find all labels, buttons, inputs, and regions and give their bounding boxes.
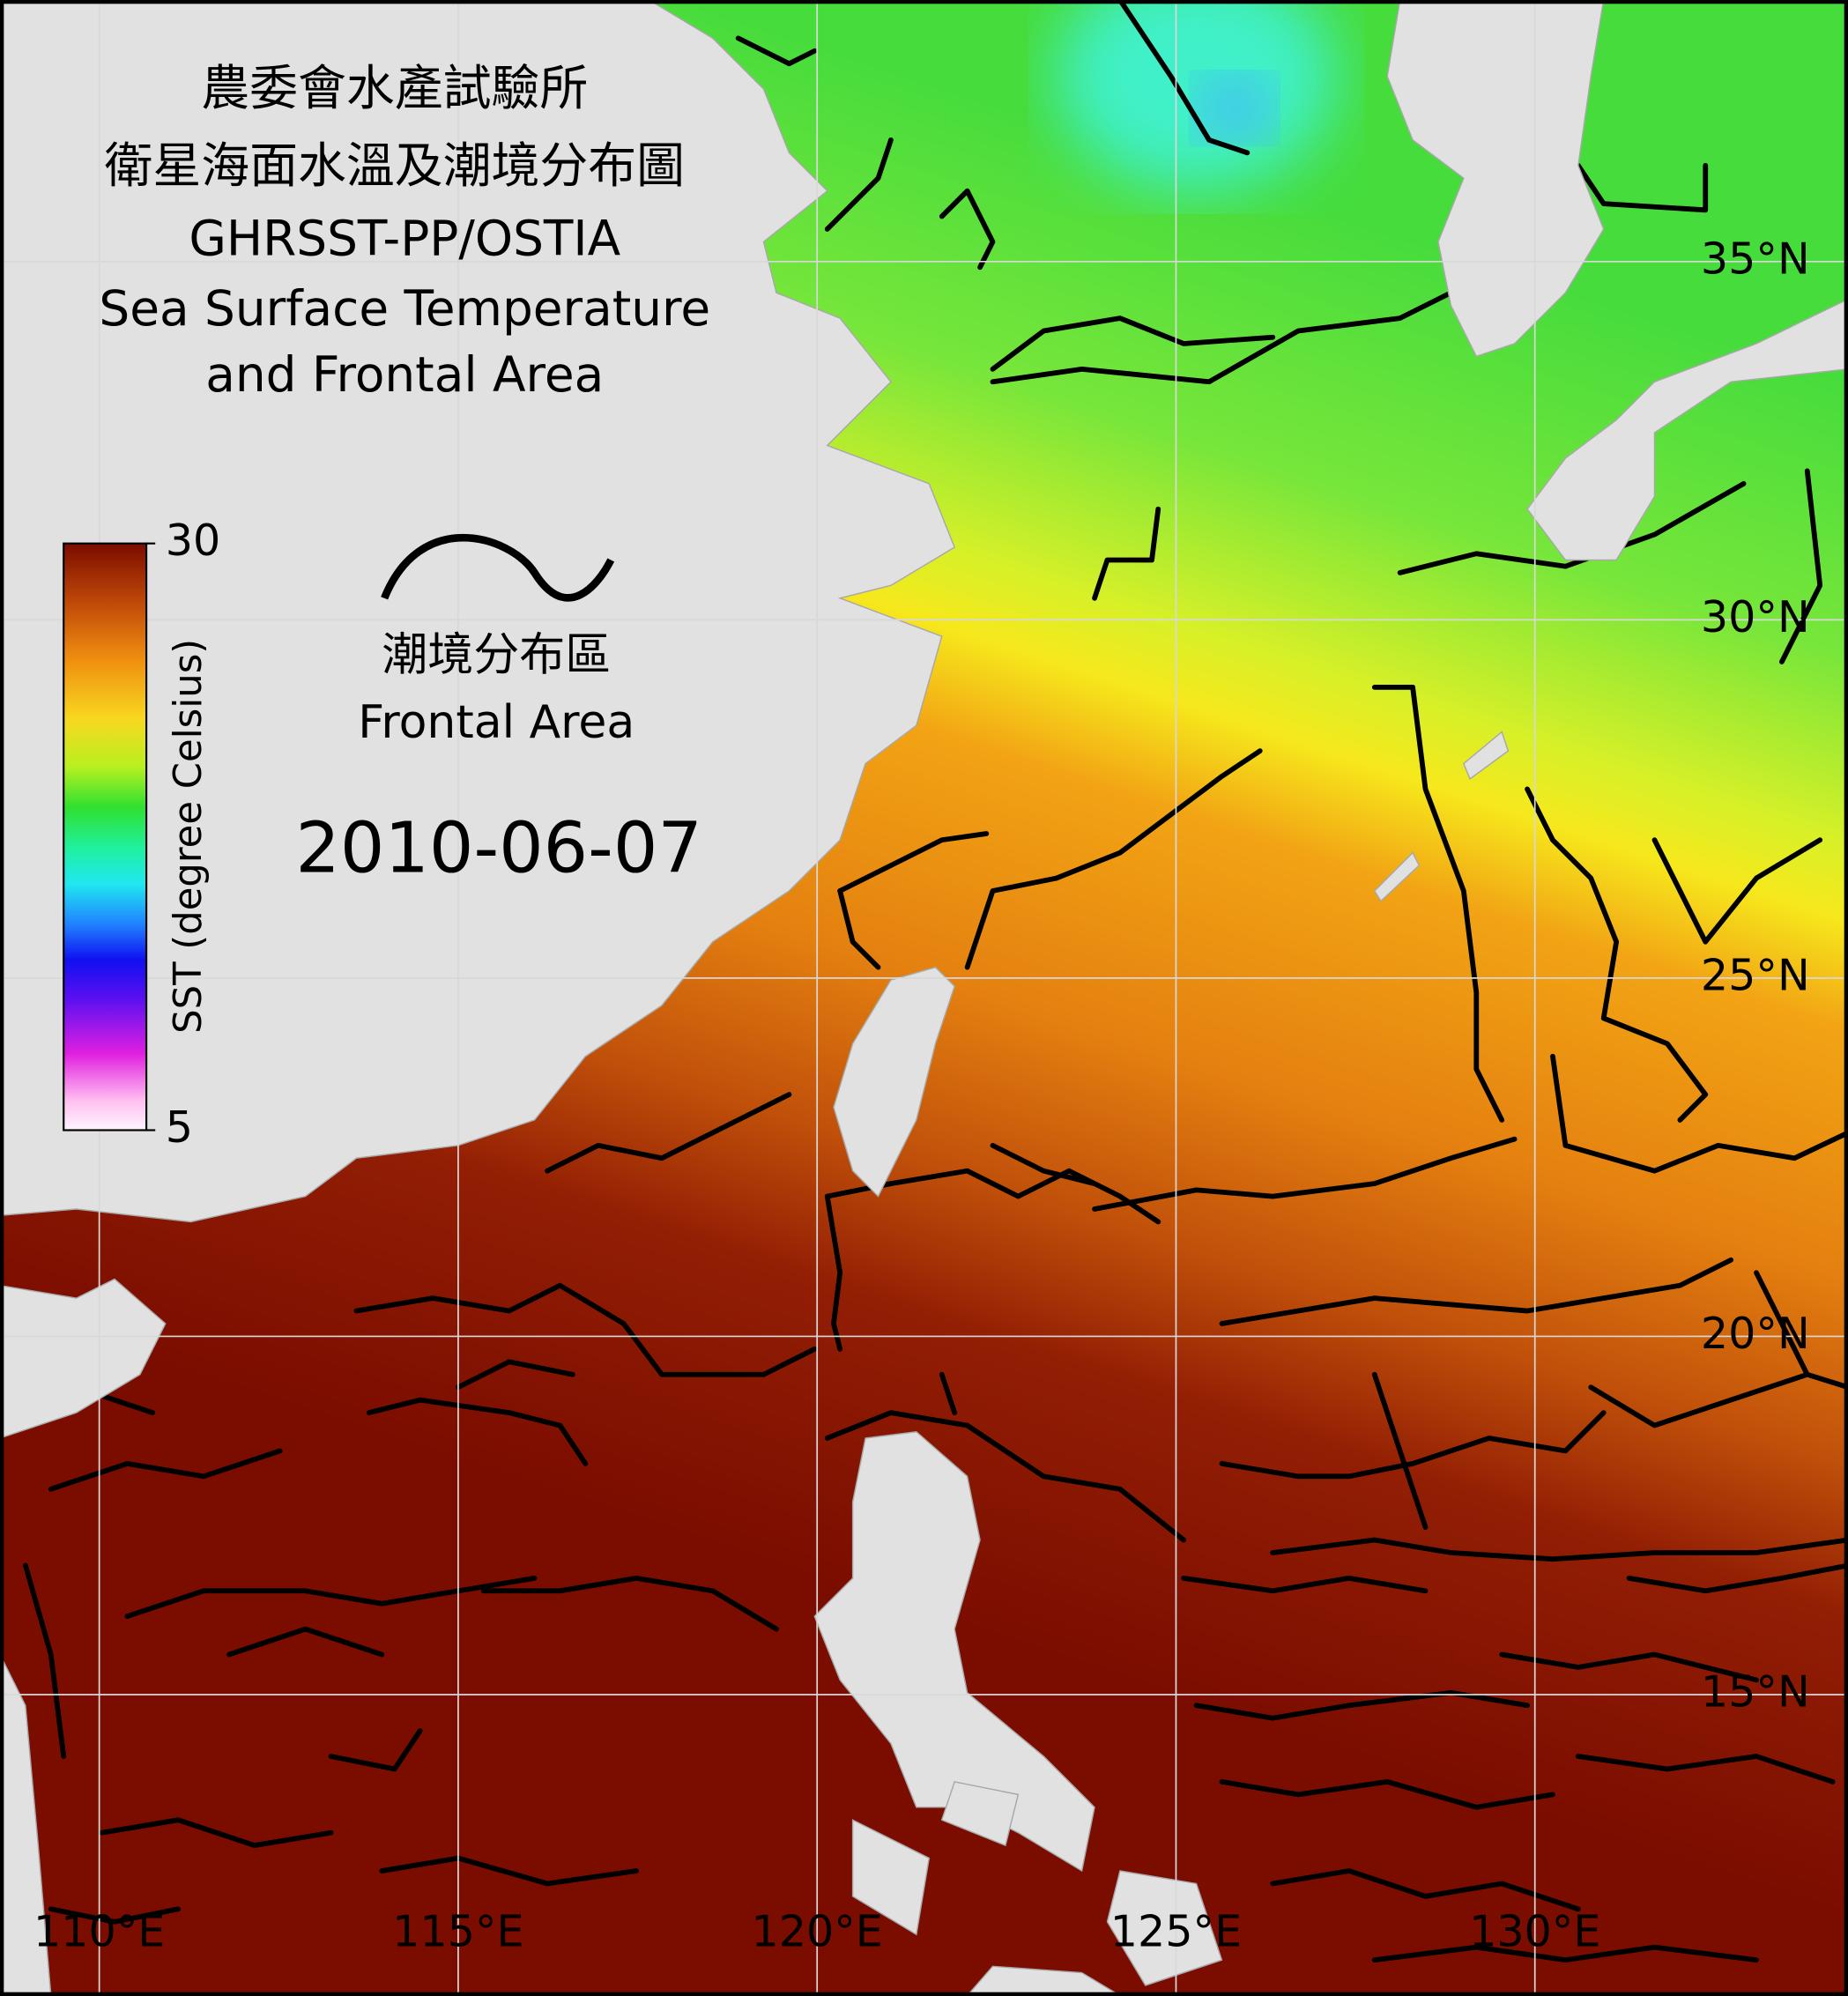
lat-label: 35°N <box>1701 233 1810 284</box>
title-block: 農委會水產試驗所 衛星海面水溫及潮境分布圖 GHRSST-PP/OSTIA Se… <box>99 60 710 403</box>
lat-label: 25°N <box>1701 949 1810 1000</box>
cool-water <box>1056 0 1337 191</box>
legend-label: Frontal Area <box>358 696 635 749</box>
lon-label: 115°E <box>392 1906 523 1957</box>
lon-label: 110°E <box>33 1906 165 1957</box>
title-line: 衛星海面水溫及潮境分布圖 <box>104 137 685 194</box>
title-line: 農委會水產試驗所 <box>201 60 588 116</box>
lon-label: 130°E <box>1469 1906 1600 1957</box>
cool-water <box>1196 76 1273 140</box>
date: 2010-06-07 <box>295 807 702 889</box>
colorbar-label: SST (degree Celsius) <box>167 639 211 1034</box>
title-line: Sea Surface Temperature <box>99 280 710 337</box>
lat-label: 30°N <box>1701 591 1810 642</box>
colorbar-tick-label: 5 <box>166 1102 193 1153</box>
title-line: and Frontal Area <box>205 346 604 403</box>
colorbar <box>63 542 148 1132</box>
title-line: GHRSST-PP/OSTIA <box>189 211 620 267</box>
legend-label: 潮境分布區 <box>382 629 611 682</box>
lat-label: 15°N <box>1701 1666 1810 1717</box>
legend-symbol <box>381 534 615 602</box>
lat-label: 20°N <box>1701 1308 1810 1359</box>
colorbar-tick-label: 30 <box>166 515 220 566</box>
lon-label: 120°E <box>752 1906 883 1957</box>
lon-label: 125°E <box>1110 1906 1242 1957</box>
